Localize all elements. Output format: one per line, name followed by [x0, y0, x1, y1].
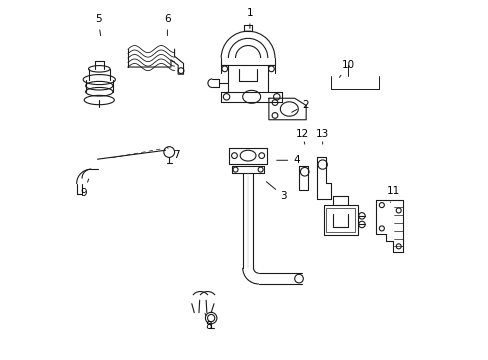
Text: 13: 13	[315, 129, 328, 144]
Text: 4: 4	[276, 155, 299, 165]
Bar	[323, 206, 357, 235]
Text: 3: 3	[266, 182, 286, 201]
Text: 11: 11	[386, 186, 399, 202]
Text: 5: 5	[95, 14, 102, 36]
Text: 2: 2	[291, 100, 308, 112]
Text: 10: 10	[339, 60, 354, 77]
Text: 1: 1	[246, 8, 253, 28]
Text: 6: 6	[164, 14, 170, 36]
Text: 8: 8	[204, 314, 211, 331]
Text: 9: 9	[81, 179, 88, 198]
Bar	[326, 208, 354, 232]
Text: 7: 7	[167, 148, 179, 160]
Text: 12: 12	[295, 129, 308, 144]
